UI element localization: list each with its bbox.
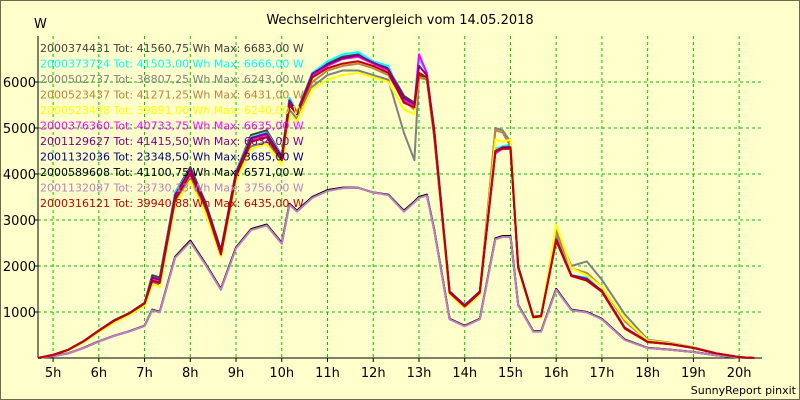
x-tick-label-13: 18h — [635, 366, 660, 381]
x-tick-label-12: 17h — [590, 366, 615, 381]
legend-entry-2000376360: 2000376360 Tot: 40733,75 Wh Max: 6635,00… — [40, 120, 304, 133]
y-tick-label-5: 6000 — [3, 76, 36, 91]
x-tick-label-5: 10h — [269, 366, 294, 381]
x-tick-label-1: 6h — [91, 366, 108, 381]
x-tick-label-11: 16h — [544, 366, 569, 381]
series-line-2000523438 — [37, 71, 755, 359]
y-axis-unit: W — [34, 17, 47, 32]
y-tick-label-0: 1000 — [3, 306, 36, 321]
x-tick-label-6: 11h — [315, 366, 340, 381]
y-tick-label-1: 2000 — [3, 260, 36, 275]
y-tick-label-4: 5000 — [3, 122, 36, 137]
chart-title: Wechselrichtervergleich vom 14.05.2018 — [266, 13, 533, 28]
axes — [37, 36, 762, 359]
legend-entry-2001132036: 2001132036 Tot: 23348,50 Wh Max: 3685,00… — [40, 151, 304, 164]
x-tick-label-7: 12h — [361, 366, 386, 381]
legend-entry-2000373724: 2000373724 Tot: 41503,00 Wh Max: 6666,00… — [40, 58, 304, 71]
footer-credit: SunnyReport pinxit — [691, 384, 797, 397]
x-tick-label-15: 20h — [727, 366, 752, 381]
legend-entry-2001129627: 2001129627 Tot: 41415,50 Wh Max: 6634,00… — [40, 135, 304, 148]
series-line-2000316121 — [37, 60, 755, 359]
series-line-2001132087 — [37, 186, 755, 359]
y-tick-label-3: 4000 — [3, 168, 36, 183]
series-lines — [37, 51, 755, 359]
series-line-2001132036 — [37, 186, 755, 359]
x-tick-label-4: 9h — [228, 366, 245, 381]
tick-labels: 5h 6h 7h 8h 9h 10h 11h 12h 13h 14h 15h 16h 17h 18h 19h… — [3, 76, 752, 381]
legend-entry-2000374431: 2000374431 Tot: 41560,75 Wh Max: 6683,00… — [40, 42, 304, 55]
series-line-2000589608 — [37, 186, 755, 359]
legend-entry-2000523437: 2000523437 Tot: 41271,25 Wh Max: 6431,00… — [40, 89, 304, 102]
x-tick-label-2: 7h — [136, 366, 153, 381]
legend-entry-2001132087: 2001132087 Tot: 23730,13 Wh Max: 3756,00… — [40, 182, 304, 195]
grid — [38, 36, 762, 358]
legend: 2000374431 Tot: 41560,75 Wh Max: 6683,00… — [40, 42, 304, 210]
x-tick-label-10: 15h — [498, 366, 523, 381]
legend-entry-2000502737: 2000502737 Tot: 38807,25 Wh Max: 6243,00… — [40, 73, 304, 86]
x-tick-label-3: 8h — [182, 366, 199, 381]
legend-entry-2000316121: 2000316121 Tot: 39940,88 Wh Max: 6435,00… — [40, 197, 304, 210]
x-tick-label-8: 13h — [407, 366, 432, 381]
x-tick-label-14: 19h — [681, 366, 706, 381]
x-tick-label-9: 14h — [452, 366, 477, 381]
series-line-2001129627 — [37, 54, 755, 359]
legend-entry-2000523438: 2000523438 Tot: 39891,00 Wh Max: 6240,00… — [40, 104, 304, 117]
legend-entry-2000589608: 2000589608 Tot: 41100,75 Wh Max: 6571,00… — [40, 166, 304, 179]
series-line-2000502737 — [37, 69, 755, 359]
y-tick-label-2: 3000 — [3, 214, 36, 229]
x-tick-label-0: 5h — [45, 366, 62, 381]
